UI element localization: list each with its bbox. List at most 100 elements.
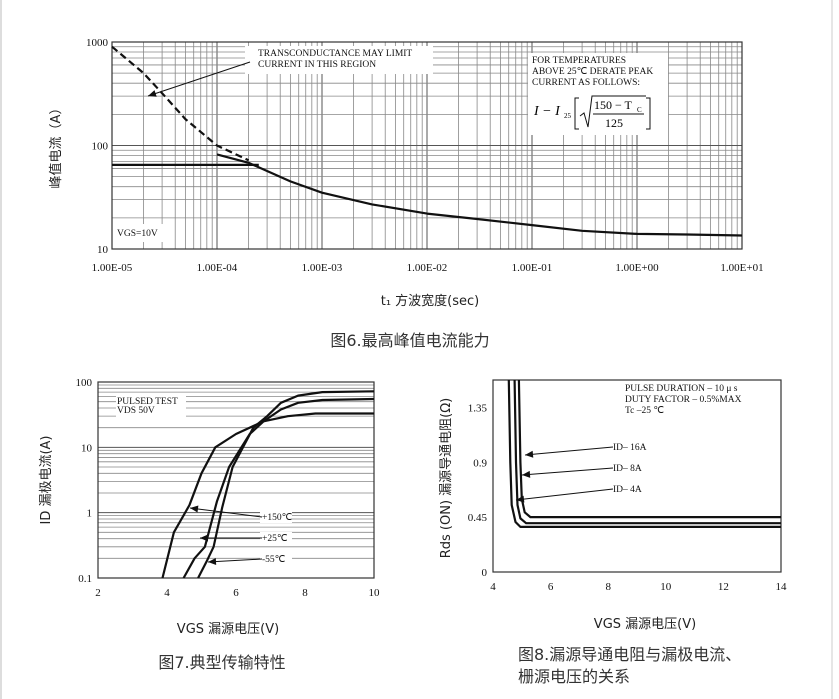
fig7-series-2 bbox=[197, 390, 375, 579]
formula-numerator: 150 − T bbox=[594, 98, 633, 112]
formula-lhs: I − I bbox=[533, 104, 561, 119]
pulse-note: PULSE DURATION – 10 μ s bbox=[625, 384, 738, 394]
transconductance-arrow bbox=[147, 61, 251, 97]
x-tick-label: 8 bbox=[302, 587, 308, 599]
pulse-note-bg bbox=[622, 382, 778, 420]
fig8-label-arrow-head bbox=[522, 470, 531, 478]
x-tick-label: 1.00E+01 bbox=[720, 262, 763, 274]
x-tick-label: 1.00E-01 bbox=[512, 262, 553, 274]
fig7-label-bg bbox=[260, 511, 292, 523]
fig8-label-bg bbox=[611, 482, 653, 495]
fig8-label-arrow-head bbox=[516, 495, 525, 503]
fig7-label-arrow-head bbox=[190, 505, 199, 513]
fig7-label-arrow bbox=[189, 507, 263, 518]
vgs-note: VGS=10V bbox=[117, 229, 158, 239]
x-tick-label: 1.00E-05 bbox=[92, 262, 133, 274]
fig6-series-0 bbox=[111, 45, 250, 162]
fig8-xlabel: VGS 漏源电压(V) bbox=[594, 616, 696, 632]
x-tick-label: 2 bbox=[95, 587, 101, 599]
formula-num-sub: C bbox=[637, 106, 642, 114]
transconductance-note: CURRENT IN THIS REGION bbox=[258, 60, 376, 70]
x-tick-label: 10 bbox=[369, 587, 381, 599]
x-tick-label: 4 bbox=[164, 587, 170, 599]
fig8-series-label: ID– 8A bbox=[613, 464, 642, 474]
fig7-label-bg bbox=[260, 553, 292, 565]
fig8-caption-line2: 栅源电压的关系 bbox=[518, 667, 630, 686]
y-tick-label: 0.1 bbox=[78, 573, 92, 585]
transconductance-arrow-head bbox=[148, 90, 157, 97]
test-note: PULSED TEST bbox=[117, 397, 178, 407]
pulse-note: DUTY FACTOR – 0.5%MAX bbox=[625, 395, 742, 405]
fig8-label-arrow-head bbox=[525, 450, 534, 458]
fig8-ylabel: Rds (ON) 漏源导通电阻(Ω) bbox=[438, 398, 454, 559]
y-tick-label: 0 bbox=[482, 567, 488, 579]
fig6-xlabel: t₁ 方波宽度(sec) bbox=[381, 293, 480, 309]
fig8-series-1 bbox=[513, 379, 781, 525]
x-tick-label: 14 bbox=[776, 581, 788, 593]
y-tick-label: 1000 bbox=[86, 37, 109, 49]
y-tick-label: 10 bbox=[97, 244, 109, 256]
fig8-chart: 4 6 8 10 12 14 0 0.45 0.9 1.35 PULSE DURATION – 10… bbox=[468, 379, 788, 593]
plot-frame bbox=[111, 41, 743, 250]
y-tick-label: 0.9 bbox=[473, 457, 487, 469]
y-tick-label: 0.45 bbox=[468, 512, 488, 524]
derate-note-bg bbox=[528, 53, 668, 135]
fig6-ylabel: 峰值电流（A） bbox=[48, 102, 64, 189]
fig8-label-bg bbox=[611, 461, 653, 474]
test-note-bg bbox=[116, 396, 186, 418]
formula-sqrt bbox=[579, 95, 646, 128]
vgs-note-bg bbox=[114, 224, 164, 242]
test-note: VDS 50V bbox=[117, 406, 155, 416]
fig8-label-arrow bbox=[515, 488, 614, 501]
fig6-series-2 bbox=[216, 153, 743, 237]
fig8-series-label: ID– 16A bbox=[613, 443, 647, 453]
derate-note: CURRENT AS FOLLOWS: bbox=[532, 78, 640, 88]
x-tick-label: 1.00E-04 bbox=[197, 262, 238, 274]
x-tick-label: 8 bbox=[605, 581, 611, 593]
fig7-label-arrow bbox=[207, 558, 263, 563]
fig7-caption: 图7.典型传输特性 bbox=[158, 653, 285, 672]
fig7-series-label: +150℃ bbox=[262, 513, 293, 523]
x-tick-label: 12 bbox=[718, 581, 729, 593]
fig8-label-bg bbox=[611, 440, 653, 453]
fig7-label-arrow-head bbox=[200, 534, 208, 542]
x-tick-label: 6 bbox=[548, 581, 554, 593]
fig6-caption: 图6.最高峰值电流能力 bbox=[330, 331, 489, 350]
fig8-caption-line1: 图8.漏源导通电阻与漏极电流、 bbox=[518, 645, 741, 664]
fig8-series-2 bbox=[507, 379, 781, 528]
y-tick-label: 10 bbox=[81, 442, 93, 454]
fig7-series-label: -55℃ bbox=[262, 555, 286, 565]
fig8-label-arrow bbox=[521, 467, 614, 476]
y-tick-label: 1 bbox=[87, 508, 93, 520]
x-tick-label: 1.00E+00 bbox=[615, 262, 659, 274]
transconductance-note: TRANSCONDUCTANCE MAY LIMIT bbox=[258, 49, 412, 59]
x-tick-label: 6 bbox=[233, 587, 239, 599]
pulse-note: Tc –25 ℃ bbox=[625, 406, 664, 416]
formula-sub: 25 bbox=[564, 112, 572, 120]
fig7-series-0 bbox=[161, 412, 374, 579]
x-tick-label: 1.00E-02 bbox=[407, 262, 448, 274]
fig7-series-label: +25℃ bbox=[262, 534, 288, 544]
fig7-xlabel: VGS 漏源电压(V) bbox=[177, 621, 279, 637]
x-tick-label: 10 bbox=[660, 581, 672, 593]
y-tick-label: 100 bbox=[92, 141, 109, 153]
fig8-series-label: ID– 4A bbox=[613, 485, 642, 495]
fig8-label-arrow bbox=[524, 446, 614, 456]
plot-frame bbox=[492, 379, 782, 573]
x-tick-label: 4 bbox=[490, 581, 496, 593]
transconductance-note-bg bbox=[245, 46, 433, 74]
x-tick-label: 1.00E-03 bbox=[302, 262, 343, 274]
fig7-label-bg bbox=[260, 532, 292, 544]
y-tick-label: 1.35 bbox=[468, 402, 488, 414]
derate-note: FOR TEMPERATURES bbox=[532, 56, 626, 66]
fig7-ylabel: ID 漏极电流(A) bbox=[38, 435, 54, 524]
fig7-label-arrow-head bbox=[208, 558, 217, 566]
y-tick-label: 100 bbox=[76, 377, 93, 389]
formula-denominator: 125 bbox=[605, 116, 623, 130]
derate-note: ABOVE 25℃ DERATE PEAK bbox=[532, 67, 653, 77]
fig6-chart: 1.00E-05 1.00E-04 1.00E-03 1.00E-02 1.00E-01… bbox=[86, 37, 764, 274]
plot-frame bbox=[97, 381, 375, 579]
fig8-series-0 bbox=[517, 379, 781, 519]
